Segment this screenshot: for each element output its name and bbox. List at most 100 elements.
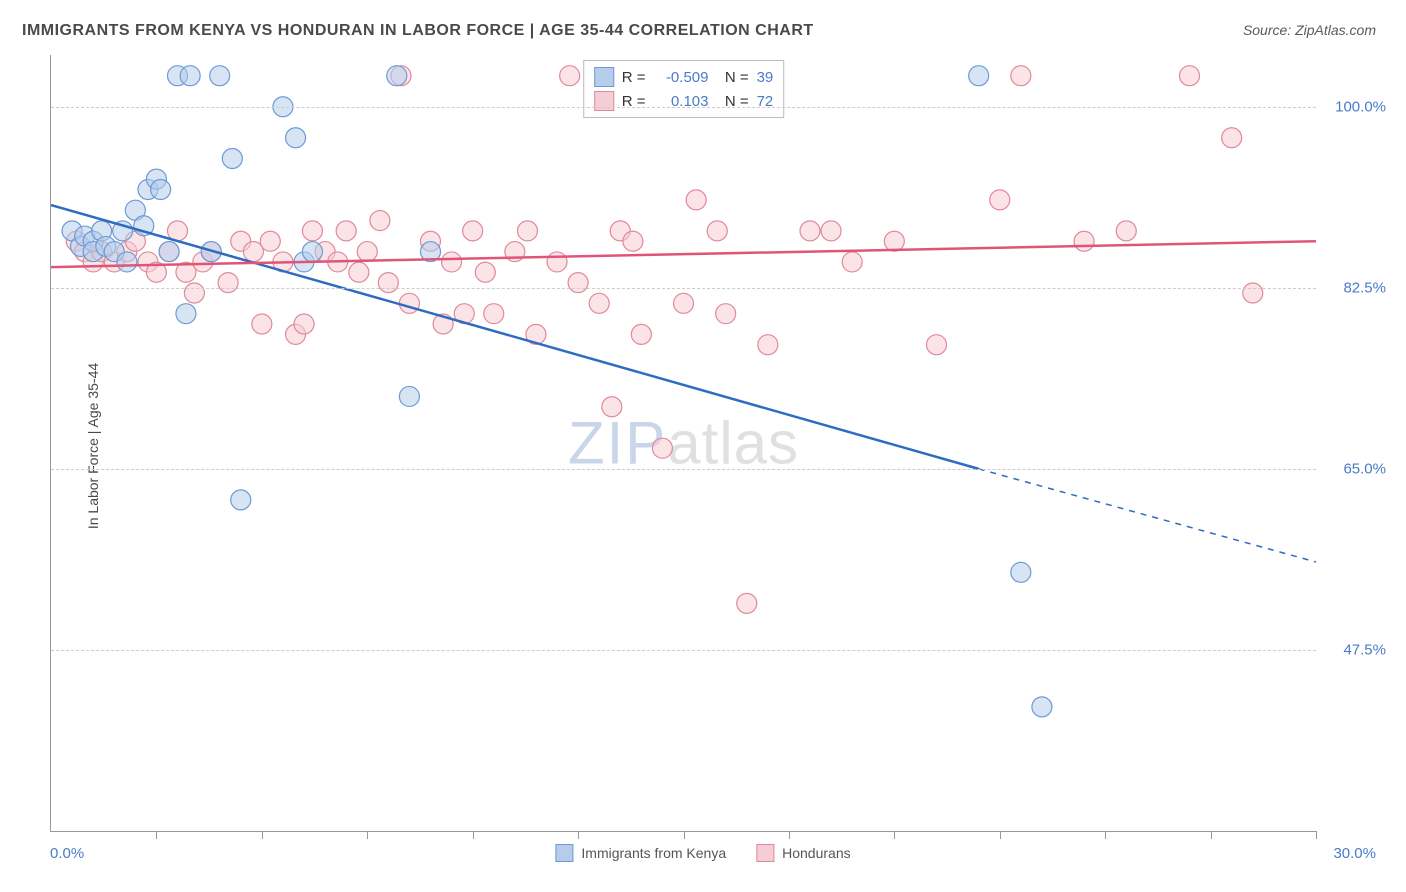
scatter-point-honduras — [302, 221, 322, 241]
scatter-point-honduras — [716, 304, 736, 324]
scatter-point-honduras — [560, 66, 580, 86]
x-tick — [1105, 831, 1106, 839]
x-tick — [473, 831, 474, 839]
scatter-point-kenya — [117, 252, 137, 272]
scatter-point-honduras — [463, 221, 483, 241]
x-tick — [262, 831, 263, 839]
plot-area: ZIPatlas R = -0.509 N = 39 R = 0.103 N =… — [50, 55, 1316, 832]
scatter-point-kenya — [1032, 697, 1052, 717]
legend-item: Hondurans — [756, 844, 851, 862]
legend-item: Immigrants from Kenya — [555, 844, 726, 862]
corr-legend-row-kenya: R = -0.509 N = 39 — [594, 65, 774, 89]
legend-label: Immigrants from Kenya — [581, 845, 726, 861]
scatter-point-honduras — [294, 314, 314, 334]
chart-title: IMMIGRANTS FROM KENYA VS HONDURAN IN LAB… — [22, 22, 814, 40]
scatter-point-kenya — [151, 180, 171, 200]
scatter-point-honduras — [990, 190, 1010, 210]
legend-label: Hondurans — [782, 845, 851, 861]
scatter-point-kenya — [159, 242, 179, 262]
x-tick — [156, 831, 157, 839]
scatter-point-kenya — [1011, 562, 1031, 582]
scatter-point-honduras — [674, 293, 694, 313]
scatter-point-honduras — [260, 231, 280, 251]
scatter-point-honduras — [1074, 231, 1094, 251]
x-axis-end-label: 30.0% — [1333, 845, 1376, 862]
scatter-point-honduras — [631, 324, 651, 344]
scatter-point-honduras — [336, 221, 356, 241]
scatter-point-honduras — [484, 304, 504, 324]
scatter-point-honduras — [589, 293, 609, 313]
correlation-legend: R = -0.509 N = 39 R = 0.103 N = 72 — [583, 60, 785, 118]
scatter-point-honduras — [218, 273, 238, 293]
scatter-point-honduras — [252, 314, 272, 334]
scatter-point-honduras — [927, 335, 947, 355]
scatter-point-honduras — [1180, 66, 1200, 86]
chart-source: Source: ZipAtlas.com — [1243, 22, 1376, 38]
scatter-point-honduras — [568, 273, 588, 293]
x-tick — [1000, 831, 1001, 839]
grid-line — [51, 650, 1316, 651]
scatter-point-honduras — [370, 211, 390, 231]
corr-swatch-kenya — [594, 67, 614, 87]
trend-line-ext-kenya — [979, 469, 1316, 562]
x-tick — [894, 831, 895, 839]
corr-swatch-honduras — [594, 91, 614, 111]
scatter-point-kenya — [399, 386, 419, 406]
scatter-point-honduras — [184, 283, 204, 303]
scatter-point-honduras — [737, 593, 757, 613]
x-tick — [367, 831, 368, 839]
grid-line — [51, 107, 1316, 108]
scatter-point-honduras — [1011, 66, 1031, 86]
scatter-point-honduras — [758, 335, 778, 355]
scatter-point-honduras — [357, 242, 377, 262]
scatter-point-honduras — [475, 262, 495, 282]
y-tick-label: 82.5% — [1326, 279, 1386, 296]
x-tick — [578, 831, 579, 839]
correlation-chart: IMMIGRANTS FROM KENYA VS HONDURAN IN LAB… — [0, 0, 1406, 892]
corr-n-label: N = — [716, 69, 748, 86]
y-tick-label: 100.0% — [1326, 98, 1386, 115]
scatter-point-honduras — [547, 252, 567, 272]
scatter-point-honduras — [442, 252, 462, 272]
scatter-point-honduras — [517, 221, 537, 241]
scatter-point-kenya — [302, 242, 322, 262]
plot-svg — [51, 55, 1316, 831]
scatter-point-honduras — [707, 221, 727, 241]
scatter-point-kenya — [387, 66, 407, 86]
scatter-point-honduras — [800, 221, 820, 241]
scatter-point-honduras — [378, 273, 398, 293]
x-tick — [1316, 831, 1317, 839]
x-axis-start-label: 0.0% — [50, 845, 84, 862]
scatter-point-honduras — [842, 252, 862, 272]
y-tick-label: 47.5% — [1326, 641, 1386, 658]
corr-legend-row-honduras: R = 0.103 N = 72 — [594, 89, 774, 113]
scatter-point-kenya — [210, 66, 230, 86]
legend-swatch — [756, 844, 774, 862]
legend-swatch — [555, 844, 573, 862]
scatter-point-honduras — [602, 397, 622, 417]
scatter-point-honduras — [399, 293, 419, 313]
corr-n-value: 39 — [757, 69, 774, 86]
scatter-point-kenya — [231, 490, 251, 510]
scatter-point-kenya — [176, 304, 196, 324]
x-tick — [1211, 831, 1212, 839]
x-tick — [789, 831, 790, 839]
grid-line — [51, 288, 1316, 289]
scatter-point-honduras — [686, 190, 706, 210]
scatter-point-honduras — [1116, 221, 1136, 241]
scatter-point-honduras — [1222, 128, 1242, 148]
scatter-point-honduras — [623, 231, 643, 251]
y-tick-label: 65.0% — [1326, 460, 1386, 477]
scatter-point-honduras — [1243, 283, 1263, 303]
bottom-legend: Immigrants from Kenya Hondurans — [555, 844, 850, 862]
scatter-point-honduras — [349, 262, 369, 282]
grid-line — [51, 469, 1316, 470]
scatter-point-kenya — [180, 66, 200, 86]
scatter-point-kenya — [969, 66, 989, 86]
x-tick — [684, 831, 685, 839]
scatter-point-honduras — [821, 221, 841, 241]
scatter-point-kenya — [286, 128, 306, 148]
corr-r-value: -0.509 — [653, 69, 708, 86]
scatter-point-honduras — [884, 231, 904, 251]
corr-r-label: R = — [622, 69, 646, 86]
